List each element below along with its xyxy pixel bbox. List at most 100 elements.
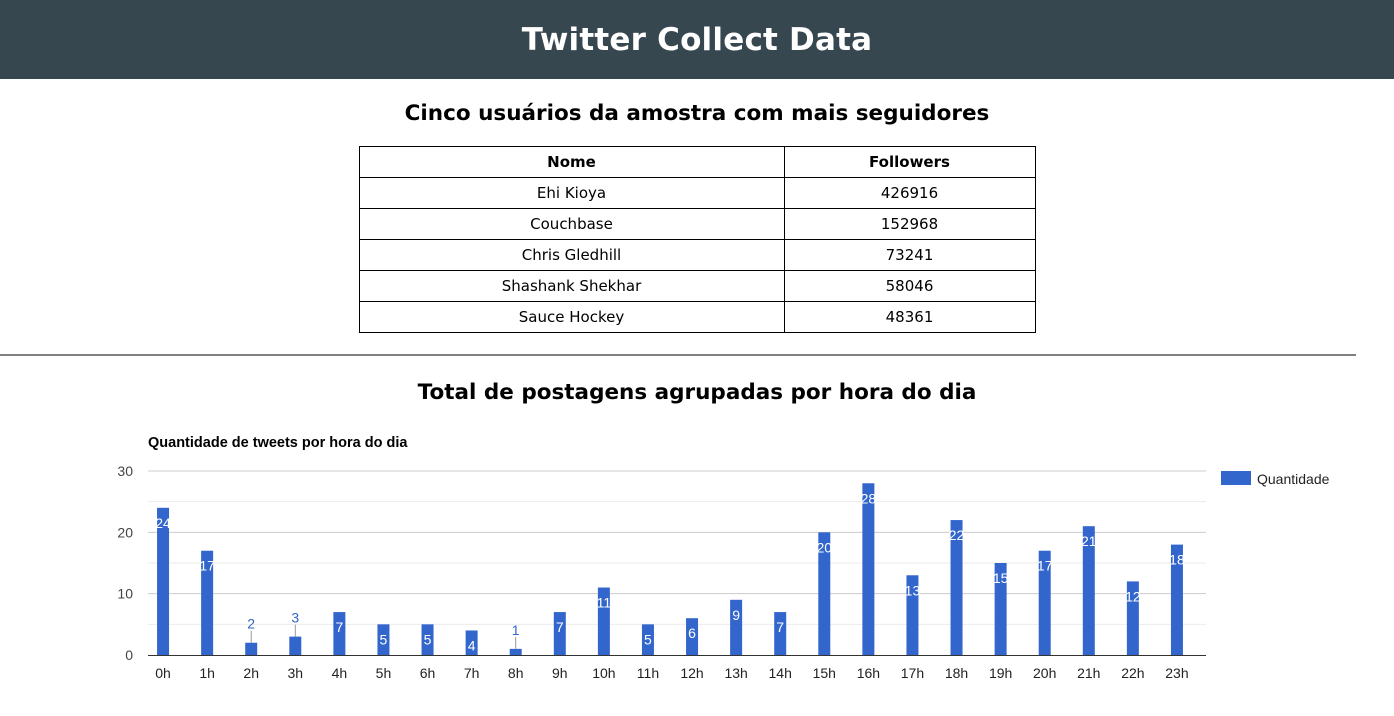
x-tick-label: 13h: [724, 665, 747, 681]
x-tick-label: 16h: [857, 665, 880, 681]
section-divider: [0, 354, 1356, 356]
cell-name: Ehi Kioya: [358, 177, 785, 209]
data-label: 21: [1081, 533, 1097, 549]
y-tick-label: 10: [117, 586, 133, 602]
x-tick-label: 11h: [637, 665, 659, 681]
data-label: 5: [424, 631, 432, 647]
cell-name: Shashank Shekhar: [358, 270, 785, 302]
chart-container: Quantidade de tweets por hora do dia 0 10…: [0, 405, 1394, 701]
chart-gridlines: [148, 470, 1206, 625]
x-tick-label: 8h: [508, 665, 524, 681]
bar: [906, 575, 919, 655]
x-tick-label: 19h: [989, 665, 1012, 681]
data-label: 7: [776, 619, 784, 635]
data-label: 15: [993, 570, 1009, 586]
app-title: Twitter Collect Data: [521, 21, 873, 58]
cell-name: Couchbase: [358, 208, 785, 240]
x-tick-label: 14h: [769, 665, 792, 681]
y-tick-label: 0: [125, 647, 133, 663]
x-tick-label: 20h: [1033, 665, 1056, 681]
data-label: 12: [1125, 588, 1141, 604]
y-axis-ticks: 0 10 20 30: [117, 463, 133, 663]
bar: [245, 642, 258, 655]
data-label: 18: [1169, 552, 1185, 568]
cell-followers: 152968: [783, 208, 1036, 240]
data-label: 5: [380, 631, 388, 647]
bar: [597, 587, 610, 655]
data-label: 4: [468, 637, 476, 653]
bar: [509, 648, 522, 655]
x-tick-label: 12h: [680, 665, 703, 681]
data-label: 17: [199, 558, 215, 574]
table-section-title: Cinco usuários da amostra com mais segui…: [404, 101, 990, 126]
bar: [641, 624, 654, 655]
data-label: 22: [949, 527, 965, 543]
cell-followers: 426916: [783, 177, 1036, 209]
bar: [1126, 581, 1139, 655]
x-tick-label: 6h: [420, 665, 436, 681]
cell-followers: 73241: [783, 239, 1036, 271]
chart-legend[interactable]: Quantidade: [1221, 471, 1330, 487]
bar: [465, 630, 478, 655]
x-tick-label: 2h: [243, 665, 259, 681]
data-label: 3: [291, 610, 299, 626]
chart-bars: [157, 483, 1183, 655]
x-tick-label: 22h: [1121, 665, 1144, 681]
app-header: Twitter Collect Data: [0, 0, 1394, 79]
data-label: 5: [644, 631, 652, 647]
x-tick-label: 5h: [376, 665, 392, 681]
bar: [1082, 526, 1095, 655]
bar: [421, 624, 434, 655]
table-row: Chris Gledhill 73241: [358, 239, 1036, 271]
bar: [950, 520, 963, 655]
bar: [774, 612, 787, 655]
data-label: 7: [556, 619, 564, 635]
bar: [818, 532, 831, 655]
data-label: 9: [732, 607, 740, 623]
bar-chart: Quantidade de tweets por hora do dia 0 10…: [117, 435, 1330, 681]
y-tick-label: 20: [117, 524, 133, 540]
chart-title: Quantidade de tweets por hora do dia: [148, 435, 408, 451]
data-label: 20: [817, 539, 833, 555]
x-tick-label: 23h: [1165, 665, 1188, 681]
x-tick-label: 10h: [592, 665, 615, 681]
cell-name: Chris Gledhill: [358, 239, 785, 271]
column-header-nome: Nome: [358, 146, 785, 178]
cell-name: Sauce Hockey: [358, 301, 785, 333]
bar: [1170, 544, 1183, 655]
data-label: 28: [861, 490, 877, 506]
top-followers-table: Nome Followers Ehi Kioya 426916 Couchbas…: [358, 146, 1036, 333]
x-tick-label: 17h: [901, 665, 924, 681]
x-tick-label: 9h: [552, 665, 568, 681]
x-tick-label: 7h: [464, 665, 480, 681]
x-tick-label: 18h: [945, 665, 968, 681]
x-tick-label: 21h: [1077, 665, 1100, 681]
table-row: Sauce Hockey 48361: [358, 301, 1036, 333]
bar: [994, 563, 1007, 655]
legend-swatch-quantidade: [1221, 471, 1251, 485]
bar: [377, 624, 390, 655]
bar: [730, 599, 743, 655]
cell-followers: 48361: [783, 301, 1036, 333]
bar: [1038, 550, 1051, 655]
x-tick-label: 3h: [288, 665, 304, 681]
table-row: Ehi Kioya 426916: [358, 177, 1036, 209]
x-tick-label: 15h: [813, 665, 836, 681]
y-tick-label: 30: [117, 463, 133, 479]
x-tick-label: 4h: [332, 665, 348, 681]
bar: [333, 612, 346, 655]
data-label: 24: [155, 515, 171, 531]
x-tick-label: 1h: [199, 665, 215, 681]
x-tick-label: 0h: [155, 665, 171, 681]
bar: [686, 618, 699, 655]
data-label: 2: [247, 616, 255, 632]
legend-label-quantidade: Quantidade: [1257, 471, 1330, 487]
bar: [289, 636, 302, 655]
table-row: Couchbase 152968: [358, 208, 1036, 240]
bar: [201, 550, 214, 655]
data-label: 11: [597, 595, 612, 611]
bar: [862, 483, 875, 655]
data-label: 17: [1037, 558, 1053, 574]
data-label: 13: [905, 582, 921, 598]
